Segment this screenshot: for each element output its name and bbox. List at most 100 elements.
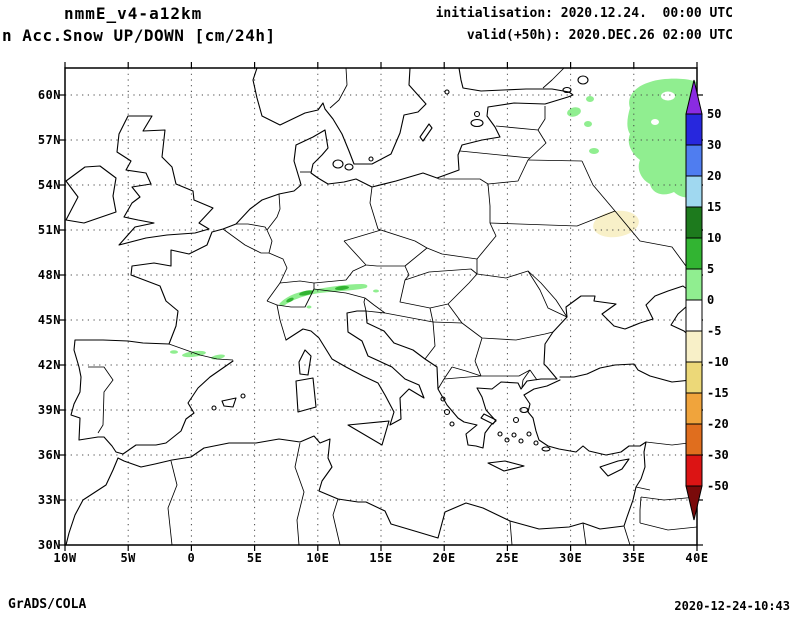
colorbar-level-label: 30 (707, 138, 722, 152)
border-greece-turkey (521, 369, 531, 388)
coastlines (65, 67, 698, 546)
border-austria-italy (313, 288, 366, 299)
colorbar-level-label: 5 (707, 262, 715, 276)
border-serbia-bulgaria (474, 337, 483, 362)
island-ionian (449, 421, 455, 427)
border-austria-slovakia (404, 265, 410, 281)
shade-northeast-blob (584, 121, 592, 127)
island-bornholm (368, 156, 374, 162)
colorbar-level-label: -10 (707, 355, 729, 369)
border-bulgaria-turkey (529, 369, 538, 381)
initialisation-time: initialisation: 2020.12.24. 00:00 UTC (435, 6, 733, 21)
island-euboea (480, 413, 497, 425)
island-corsica (298, 349, 312, 376)
border-ukraine-belarus (489, 210, 616, 227)
shade-northeast-blob (567, 107, 581, 117)
border-serbia-north (432, 321, 463, 324)
border-belarus-baltics (527, 159, 583, 162)
colorbar-level-label: 20 (707, 169, 722, 183)
colorbar-segment (685, 268, 703, 301)
border-israel-jordan (639, 496, 642, 523)
border-france-belgium (222, 228, 269, 254)
colorbar (685, 79, 703, 521)
island-sardinia (295, 377, 317, 413)
border-romania-north (476, 270, 568, 318)
coastline-turkey-north (559, 363, 698, 383)
lat-tick-label: 36N (37, 448, 61, 462)
border-bulgaria-macedonia (474, 360, 482, 377)
border-netherlands-germany (266, 193, 281, 231)
shade-alps-speck (373, 289, 379, 293)
shade-pyrenees (182, 350, 206, 358)
lat-tick-label: 57N (37, 133, 61, 147)
island-aland (444, 89, 450, 95)
colorbar-segment (685, 113, 703, 146)
border-macedonia-albania (443, 366, 453, 380)
island-mallorca (221, 397, 237, 408)
island-aegean (497, 431, 503, 437)
border-albania-greece (437, 378, 445, 390)
border-tunisia-libya (332, 498, 341, 546)
lon-tick-label: 5E (246, 551, 263, 565)
colorbar-segment (685, 299, 703, 332)
shade-alps (279, 284, 368, 306)
lat-tick-label: 30N (37, 538, 61, 552)
island-sicily (347, 420, 390, 446)
island-aegean (518, 438, 524, 444)
product-title: n Acc.Snow UP/DOWN [cm/24h] (2, 26, 276, 45)
border-jordan-saudi (639, 522, 698, 531)
border-algeria-tunisia (294, 442, 305, 546)
colorbar-segment (685, 330, 703, 363)
border-morocco-algeria (167, 460, 178, 546)
shade-alps-core (286, 297, 294, 303)
island-aegean (504, 437, 510, 443)
island-minorca (240, 393, 246, 399)
shade-hole (651, 119, 659, 125)
lat-tick-label: 33N (37, 493, 61, 507)
lon-tick-label: 30E (559, 551, 583, 565)
lon-tick-label: 35E (622, 551, 646, 565)
shade-hole (661, 91, 675, 101)
island-crete (487, 460, 525, 472)
snow-shading (170, 78, 697, 360)
shade-northeast (627, 78, 697, 198)
shade-alps-core (299, 290, 313, 296)
island-gotland (419, 123, 433, 142)
border-syria-lebanon (635, 486, 651, 491)
border-croatia-bosnia (384, 312, 436, 360)
colorbar-segment (685, 392, 703, 425)
valid-time: valid(+50h): 2020.DEC.26 02:00 UTC (466, 28, 733, 43)
lat-tick-label: 60N (37, 88, 61, 102)
colorbar-level-label: -30 (707, 448, 729, 462)
border-croatia-serbia (429, 307, 434, 323)
lake-ladoga (577, 75, 589, 85)
border-macedonia (451, 366, 482, 377)
lon-tick-label: 10E (306, 551, 330, 565)
border-lithuania-latvia (459, 150, 531, 159)
border-latvia-russia (527, 129, 547, 161)
grads-credit: GrADS/COLA (8, 597, 87, 612)
shade-alps-core (335, 285, 349, 291)
colorbar-level-label: 50 (707, 107, 722, 121)
border-italy-slovenia (363, 297, 367, 312)
lake-small (562, 86, 572, 94)
model-title: nmmE_v4-a12km (64, 4, 203, 23)
island-saaremaa (470, 118, 484, 128)
coastline-west-europe (130, 67, 574, 345)
border-slovakia-poland (426, 247, 478, 260)
coastline-iberia (70, 339, 234, 455)
lat-tick-label: 51N (37, 223, 61, 237)
shade-negative-patch (593, 210, 639, 238)
lat-tick-label: 39N (37, 403, 61, 417)
island-ionian (443, 408, 451, 416)
coastline-italy (285, 310, 425, 426)
island-zealand (332, 159, 344, 169)
coastline-balkans-blacksea (365, 285, 698, 449)
coastline-ireland (65, 165, 117, 224)
lon-tick-label: 5W (120, 551, 136, 565)
border-belarus-russia (581, 160, 616, 212)
lon-tick-label: 20E (432, 551, 456, 565)
island-rhodes (541, 446, 551, 452)
border-estonia-russia (537, 106, 546, 131)
